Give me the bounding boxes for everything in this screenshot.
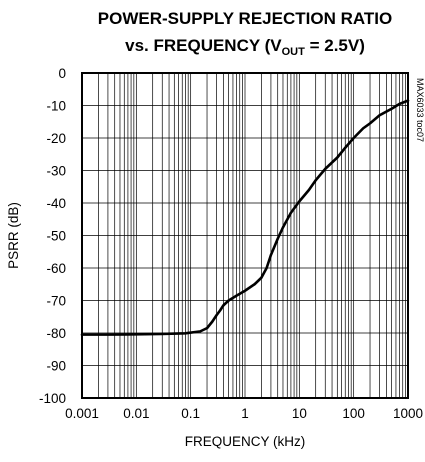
chart-title-line1: POWER-SUPPLY REJECTION RATIO [98, 9, 392, 28]
y-tick-label: 0 [58, 66, 66, 81]
psrr-series-line [80, 99, 410, 336]
y-tick-label: -60 [46, 261, 66, 276]
y-tick-labels: 0 -10 -20 -30 -40 -50 -60 -70 -80 -90 -100 [39, 66, 66, 406]
y-axis-label: PSRR (dB) [6, 202, 21, 269]
x-tick-labels: 0.001 0.01 0.1 1 10 100 1000 [65, 406, 423, 421]
x-tick-label: 1000 [393, 406, 423, 421]
y-tick-label: -40 [46, 196, 66, 211]
y-tick-label: -70 [46, 294, 66, 309]
chart-title-line2-pre: vs. FREQUENCY (V [125, 36, 282, 55]
y-tick-label: -20 [46, 131, 66, 146]
x-tick-label: 0.1 [181, 406, 200, 421]
x-tick-label: 0.001 [65, 406, 99, 421]
series-layer [80, 99, 410, 336]
chart-title-line2-post: = 2.5V) [305, 36, 365, 55]
y-tick-label: -100 [39, 391, 66, 406]
y-tick-label: -10 [46, 99, 66, 114]
y-tick-label: -90 [46, 359, 66, 374]
x-tick-label: 0.01 [123, 406, 149, 421]
y-tick-label: -80 [46, 326, 66, 341]
x-axis-label: FREQUENCY (kHz) [185, 434, 306, 449]
y-tick-label: -50 [46, 229, 66, 244]
x-tick-label: 10 [292, 406, 307, 421]
x-tick-label: 1 [241, 406, 249, 421]
grid [82, 73, 408, 398]
x-tick-label: 100 [342, 406, 365, 421]
chart-title-line2: vs. FREQUENCY (VOUT = 2.5V) [125, 36, 365, 58]
y-tick-label: -30 [46, 164, 66, 179]
chart-title-line2-sub: OUT [282, 46, 306, 58]
plot-frame [81, 72, 409, 399]
chart-watermark: MAX6033 toc07 [415, 78, 425, 142]
